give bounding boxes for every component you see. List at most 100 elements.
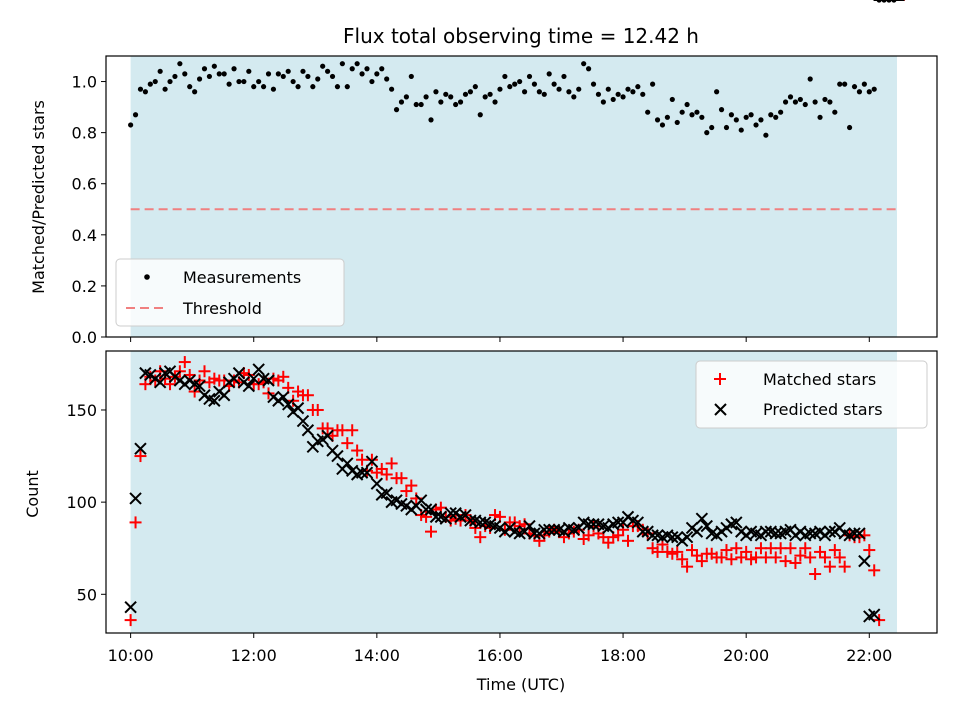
measurement-point xyxy=(787,94,794,100)
measurement-point xyxy=(256,78,262,85)
measurement-point xyxy=(635,84,641,90)
measurement-point xyxy=(462,91,469,97)
measurement-point xyxy=(842,81,848,87)
measurement-point xyxy=(260,84,267,90)
measurement-point xyxy=(290,78,296,85)
matched-point xyxy=(715,551,728,564)
measurement-point xyxy=(246,68,252,74)
measurement-point xyxy=(142,89,148,95)
measurement-point xyxy=(334,84,341,90)
ratio-panel: 0.0 0.2 0.4 0.6 0.8 1.0 Matched/Predicted sta… xyxy=(29,0,938,347)
measurement-point xyxy=(182,71,188,77)
measurement-point xyxy=(650,81,656,87)
measurement-point xyxy=(448,94,454,100)
measurement-point xyxy=(871,86,877,92)
matched-point xyxy=(720,544,733,557)
measurement-point xyxy=(398,99,405,105)
measurement-point xyxy=(625,86,631,92)
matched-point xyxy=(671,545,684,558)
measurement-point xyxy=(699,114,705,120)
measurement-point xyxy=(438,99,444,105)
measurement-point xyxy=(620,94,626,100)
legend-matched-label: Matched stars xyxy=(763,370,876,389)
measurement-point xyxy=(856,89,863,95)
predicted-point xyxy=(355,466,369,479)
measurement-point xyxy=(763,132,769,138)
measurement-point xyxy=(566,89,572,95)
ratio-y-axis-label: Matched/Predicted stars xyxy=(29,100,48,294)
legend-measurements-label: Measurements xyxy=(183,268,301,287)
predicted-point xyxy=(370,477,384,490)
matched-point xyxy=(863,544,876,557)
measurement-point xyxy=(285,68,291,74)
measurement-point xyxy=(393,107,400,113)
predicted-point xyxy=(858,554,871,568)
measurement-point xyxy=(137,86,144,92)
measurement-point xyxy=(280,73,286,80)
predicted-point xyxy=(823,525,837,538)
ratio-panel-frame xyxy=(105,55,938,338)
y-tick-label: 150 xyxy=(66,401,97,420)
predicted-point xyxy=(853,527,866,540)
measurement-point xyxy=(443,91,449,97)
predicted-point xyxy=(291,401,305,415)
measurement-point xyxy=(822,96,828,103)
measurement-point xyxy=(605,86,611,92)
count-x-axis: 10:00 12:00 14:00 16:00 18:00 20:00 22:00 xyxy=(108,633,892,665)
measurement-point xyxy=(778,109,784,115)
measurement-point xyxy=(669,96,675,103)
measurement-point xyxy=(600,99,606,105)
measurement-point xyxy=(576,86,582,92)
measurement-point xyxy=(585,66,592,72)
matched-point xyxy=(341,437,354,450)
measurement-point xyxy=(403,94,409,100)
matched-point xyxy=(474,531,487,544)
matched-point xyxy=(730,542,743,555)
count-legend: Matched stars Predicted stars xyxy=(695,360,928,429)
matched-point xyxy=(617,523,630,536)
x-axis-label: Time (UTC) xyxy=(476,675,565,694)
predicted-point xyxy=(380,486,393,500)
measurement-point xyxy=(329,73,336,80)
measurement-point xyxy=(512,81,518,87)
measurement-point xyxy=(295,84,301,90)
measurement-point xyxy=(206,73,213,80)
matched-point xyxy=(164,378,177,391)
count-y-axis-label: Count xyxy=(23,470,42,518)
predicted-point xyxy=(247,372,260,385)
ratio-x-ticks xyxy=(130,337,870,342)
measurement-point xyxy=(325,68,331,74)
measurement-point xyxy=(521,89,528,95)
predicted-point xyxy=(419,503,433,516)
measurement-point xyxy=(517,78,523,85)
measurement-point xyxy=(827,99,833,105)
measurement-point xyxy=(310,84,316,90)
measurement-point xyxy=(472,84,478,90)
predicted-point xyxy=(414,494,428,507)
matched-point xyxy=(828,544,841,557)
measurement-point xyxy=(157,68,163,74)
measurement-point xyxy=(467,89,474,95)
matched-point xyxy=(799,542,812,555)
measurement-point xyxy=(581,61,587,67)
y-tick-label: 0.6 xyxy=(72,175,97,194)
predicted-point xyxy=(666,530,679,544)
matched-point xyxy=(425,525,438,538)
measurement-point xyxy=(846,124,853,131)
predicted-point xyxy=(582,518,595,531)
measurement-point xyxy=(541,91,547,97)
measurement-point xyxy=(177,61,183,67)
matched-point xyxy=(769,551,782,564)
measurement-point xyxy=(251,84,257,90)
measurement-point xyxy=(782,99,789,105)
measurement-point xyxy=(807,76,813,82)
legend-predicted-label: Predicted stars xyxy=(763,400,883,419)
measurement-point xyxy=(679,109,685,115)
measurement-point xyxy=(709,124,715,131)
measurement-point xyxy=(684,101,690,108)
predicted-point xyxy=(848,527,861,540)
matched-point xyxy=(198,365,211,378)
matched-point xyxy=(804,551,817,564)
measurement-point xyxy=(354,61,360,67)
predicted-point xyxy=(803,527,817,540)
